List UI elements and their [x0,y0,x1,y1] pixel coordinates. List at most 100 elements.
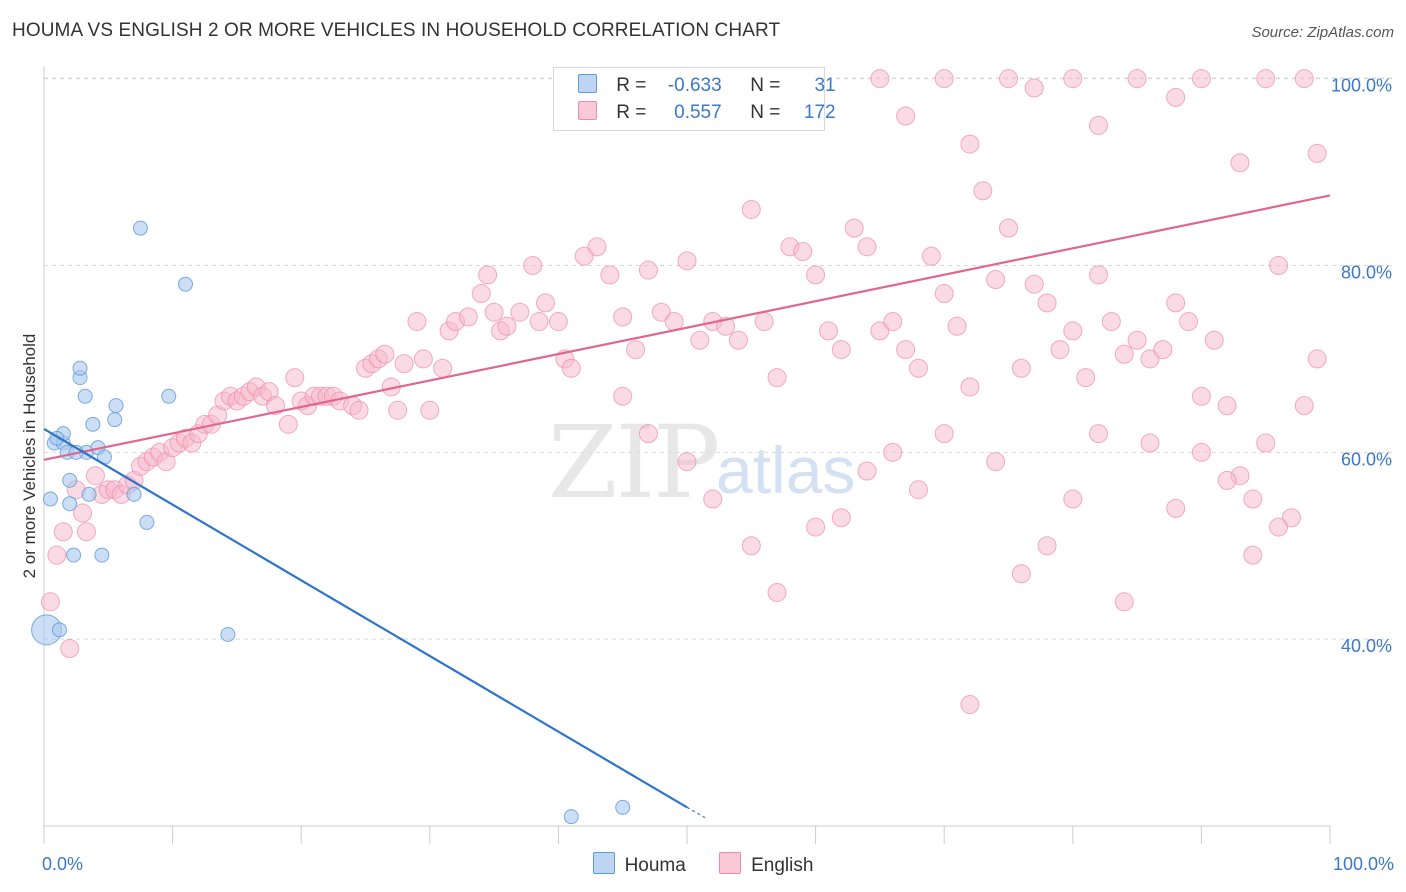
houma-point [563,809,579,825]
english-point [1217,396,1237,416]
english-point [278,414,298,434]
english-legend-swatch [719,852,742,874]
houma-point [220,627,236,642]
english-point [883,312,903,332]
english-point [638,424,658,444]
english-point [831,340,851,360]
chart-title: HOUMA VS ENGLISH 2 OR MORE VEHICLES IN H… [12,20,781,41]
series-legend: Houma English [0,852,1406,877]
english-point [1140,433,1160,453]
houma-point [51,622,67,638]
english-point [1166,87,1186,107]
english-point [793,242,813,261]
english-point [1153,340,1173,360]
english-point [1243,545,1263,565]
english-point [1191,386,1211,406]
english-point [600,265,620,285]
english-point [1307,349,1327,369]
english-point [857,461,877,481]
x-tick-label: 100.0% [1333,854,1394,874]
houma-point [62,496,78,512]
houma-point [108,398,124,414]
english-point [548,312,568,332]
english-point [478,265,498,285]
english-point [458,307,478,327]
english-point [1037,536,1057,556]
english-point [741,536,761,556]
english-point [47,545,67,565]
english-point [703,489,723,509]
y-tick-label: 80.0% [1341,263,1392,283]
english-point [1256,69,1276,89]
english-point [638,260,658,280]
houma-n-value: 31 [814,75,836,96]
english-point [1101,312,1121,332]
english-point [1191,442,1211,462]
english-point [677,251,697,271]
english-point [870,69,890,89]
english-point [285,368,305,388]
english-point [908,480,928,500]
english-point [818,321,838,341]
english-point [1179,312,1199,332]
english-point [407,312,427,332]
houma-point [107,412,123,428]
houma-point [139,514,155,530]
english-point [883,442,903,462]
english-point [420,400,440,420]
english-point [536,293,556,313]
english-point [413,349,433,369]
english-point [471,284,491,304]
english-point [690,330,710,350]
houma-point [161,388,177,404]
english-point [999,218,1018,238]
houma-legend-swatch [592,852,615,874]
houma-point [72,360,88,376]
houma-point [132,220,148,236]
english-point [375,344,395,364]
houma-point [177,276,193,292]
houma-point [615,799,631,815]
english-point [613,386,633,406]
english-point [1024,78,1044,98]
english-point [960,377,980,397]
english-point [388,400,408,420]
english-point [1011,564,1031,584]
english-point [529,312,549,332]
legend-item-houma: Houma [592,852,686,877]
english-point [1114,592,1134,612]
english-n-value: 172 [803,102,836,123]
houma-point [42,491,58,507]
english-point [986,452,1006,472]
english-point [934,69,954,89]
english-point [728,330,748,350]
english-point [1191,69,1211,89]
legend-n-label: N = [750,102,781,123]
english-point [806,517,826,537]
houma-point [66,547,82,563]
english-point [73,503,93,523]
english-r-value: 0.557 [674,102,722,123]
english-point [1294,396,1314,416]
english-swatch [578,101,597,120]
english-point [908,358,928,378]
chart-source: Source: ZipAtlas.com [1251,24,1394,41]
legend-row-english: R = 0.557 N = 172 [578,101,836,129]
english-point [947,316,967,336]
houma-point [94,547,110,563]
legend-r-label: R = [616,75,647,96]
english-legend-label: English [751,855,814,876]
english-point [1076,368,1096,388]
english-point [1307,143,1327,163]
legend-item-english: English [719,852,813,877]
english-point [587,237,607,257]
english-point [870,321,890,341]
english-point [1127,69,1147,89]
english-point [960,134,980,154]
english-point [1011,358,1031,378]
english-point [921,246,941,266]
english-point [561,358,581,378]
english-point [1204,330,1224,350]
english-point [986,270,1006,290]
english-point [1243,489,1263,509]
